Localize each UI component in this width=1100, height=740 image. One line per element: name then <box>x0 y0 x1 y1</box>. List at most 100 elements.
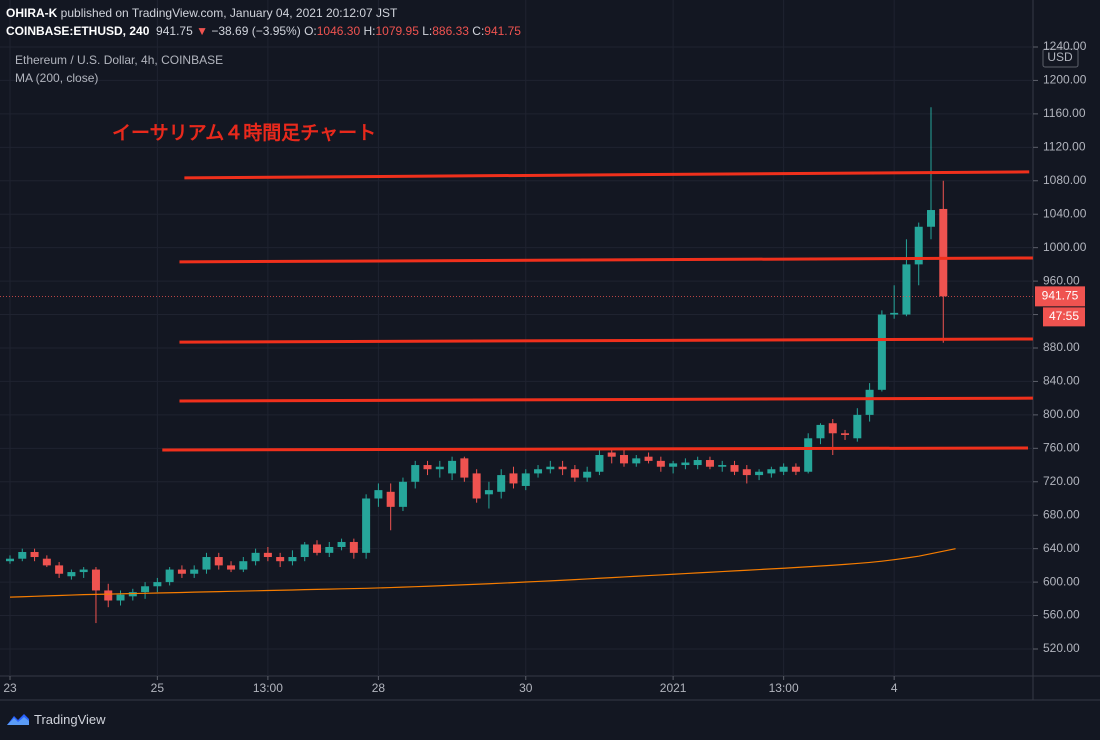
candle-body <box>349 541 358 553</box>
candle-body <box>644 456 653 461</box>
ohlc-value: 1079.95 <box>375 24 419 38</box>
candle-body <box>742 469 751 476</box>
candle-body <box>411 465 420 482</box>
candle-body <box>6 558 14 562</box>
change: −38.69 (−3.95%) <box>211 24 301 38</box>
symbol-line: COINBASE:ETHUSD, 240 941.75 ▼ −38.69 (−3… <box>6 22 521 40</box>
candle-body <box>239 561 248 570</box>
candle-body <box>877 314 886 390</box>
candle-body <box>791 466 800 472</box>
candle-body <box>853 414 862 439</box>
candle-body <box>79 569 88 573</box>
candle-body <box>620 455 628 464</box>
candle-body <box>595 455 604 472</box>
x-tick-label: 30 <box>519 681 533 695</box>
candle-body <box>325 546 334 553</box>
candle-body <box>804 438 813 472</box>
candle-body <box>251 552 260 562</box>
logo <box>7 714 29 725</box>
candle-body <box>779 466 788 472</box>
candle-body <box>214 557 223 566</box>
candle-body <box>939 208 948 297</box>
x-tick-label: 25 <box>151 681 165 695</box>
plot <box>0 107 1033 624</box>
publish-line: OHIRA-K published on TradingView.com, Ja… <box>6 4 521 22</box>
footer: TradingView <box>6 711 106 727</box>
candle-body <box>521 473 530 486</box>
trend-line <box>184 170 1030 180</box>
y-tick-label: 840.00 <box>1043 374 1080 388</box>
candle-body <box>165 569 174 583</box>
y-tick-label: 600.00 <box>1043 574 1080 588</box>
x-tick-label: 13:00 <box>769 681 799 695</box>
y-tick-label: 560.00 <box>1043 608 1080 622</box>
price-label-box <box>1035 286 1085 307</box>
x-tick-label: 28 <box>372 681 386 695</box>
indicator-label: MA (200, close) <box>15 71 98 85</box>
candle-body <box>902 264 911 315</box>
candle-body <box>460 458 469 478</box>
candle-body <box>374 490 383 499</box>
candle-body <box>362 498 371 553</box>
ohlc-label: H: <box>363 24 376 38</box>
trend-line <box>179 396 1033 403</box>
candle-body <box>718 465 727 467</box>
candle-body <box>841 433 850 435</box>
candle-body <box>681 462 690 466</box>
arrow: ▼ <box>196 24 208 38</box>
x-tick-label: 2021 <box>660 681 687 695</box>
candle-body <box>141 586 150 593</box>
candle-body <box>632 458 641 464</box>
candle-body <box>288 557 297 562</box>
published: published on TradingView.com, January 04… <box>60 6 398 20</box>
candle-body <box>828 423 837 434</box>
currency: USD <box>1047 50 1073 64</box>
candle-body <box>104 590 113 601</box>
ohlc-label: C: <box>472 24 485 38</box>
brand: TradingView <box>34 711 106 727</box>
y-tick-label: 960.00 <box>1043 273 1080 287</box>
candle-body <box>30 552 39 558</box>
candle-body <box>435 466 444 470</box>
y-tick-label: 520.00 <box>1043 641 1080 655</box>
candle-body <box>116 594 125 601</box>
symbol: COINBASE:ETHUSD, 240 <box>6 24 150 38</box>
candle-body <box>497 475 506 492</box>
candle-body <box>890 312 899 315</box>
candle-body <box>42 558 51 566</box>
candle-body <box>534 469 543 474</box>
y-tick-label: 640.00 <box>1043 541 1080 555</box>
candle-body <box>767 469 776 474</box>
candle-body <box>18 552 27 559</box>
candle-body <box>472 473 481 499</box>
candle-body <box>263 552 272 558</box>
candle-body <box>607 452 616 457</box>
trend-line <box>179 337 1033 344</box>
countdown-box <box>1043 307 1085 327</box>
x-tick-label: 23 <box>3 681 17 695</box>
price: 941.75 <box>156 24 193 38</box>
candle-body <box>386 491 395 507</box>
axis: 520.00 560.00 600.00 640.00 680.00 720.00 760.… <box>3 39 1086 695</box>
candle-body <box>313 544 321 553</box>
candle-body <box>153 582 162 587</box>
candle-body <box>484 490 493 495</box>
candle-body <box>705 460 714 467</box>
candle-body <box>423 465 432 470</box>
trend-line <box>179 256 1033 264</box>
candle-body <box>177 569 186 574</box>
candle-body <box>190 569 199 574</box>
candle-body <box>227 565 236 570</box>
x-tick-label: 4 <box>891 681 898 695</box>
y-tick-label: 880.00 <box>1043 340 1080 354</box>
candle-body <box>914 226 923 265</box>
candle-body <box>509 473 518 484</box>
candle-body <box>656 460 665 467</box>
ohlc: O:1046.30 H:1079.95 L:886.33 C:941.75 <box>304 24 521 38</box>
candle-body <box>448 460 457 474</box>
x-tick-label: 13:00 <box>253 681 283 695</box>
currency-box <box>1042 48 1079 68</box>
candle-body <box>570 469 579 478</box>
ma-line <box>9 548 956 598</box>
